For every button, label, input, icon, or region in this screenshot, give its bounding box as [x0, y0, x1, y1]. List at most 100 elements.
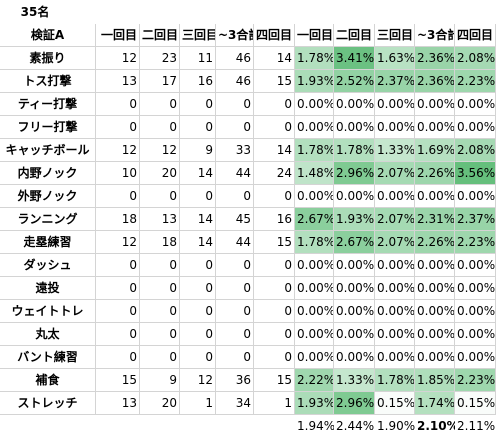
count-cell: 13	[96, 392, 140, 415]
count-cell: 0	[216, 93, 254, 116]
percent-cell: 2.22%	[295, 369, 334, 392]
count-cell: 0	[180, 93, 216, 116]
count-cell: 44	[216, 162, 254, 185]
percent-cell: 2.52%	[334, 70, 375, 93]
count-cell: 12	[140, 139, 180, 162]
count-cell: 0	[96, 300, 140, 323]
percent-cell: 0.00%	[295, 116, 334, 139]
count-cell: 0	[96, 116, 140, 139]
percent-cell: 2.07%	[375, 231, 415, 254]
percent-cell: 2.26%	[415, 231, 455, 254]
count-cell: 0	[216, 346, 254, 369]
count-cell: 9	[140, 369, 180, 392]
count-cell: 0	[140, 323, 180, 346]
percent-cell: 1.78%	[295, 47, 334, 70]
row-label: バント練習	[0, 346, 96, 369]
row-label: ティー打撃	[0, 93, 96, 116]
count-cell: 0	[180, 323, 216, 346]
count-cell: 15	[254, 369, 295, 392]
percent-cell: 0.00%	[295, 323, 334, 346]
count-cell: 0	[96, 277, 140, 300]
count-cell: 9	[180, 139, 216, 162]
count-cell: 0	[140, 185, 180, 208]
percent-cell: 1.33%	[375, 139, 415, 162]
percent-cell: 1.93%	[295, 392, 334, 415]
percent-cell: 0.00%	[415, 185, 455, 208]
count-cell: 20	[140, 162, 180, 185]
percent-cell: 0.00%	[375, 277, 415, 300]
count-cell: 0	[140, 346, 180, 369]
percent-cell: 3.41%	[334, 47, 375, 70]
percent-cell: 0.00%	[375, 185, 415, 208]
percent-cell: 0.00%	[455, 185, 496, 208]
percent-cell: 0.00%	[455, 93, 496, 116]
column-header: 二回目	[140, 24, 180, 47]
count-cell: 15	[96, 369, 140, 392]
column-header: ~3合計	[415, 24, 455, 47]
count-cell: 24	[254, 162, 295, 185]
row-label: 補食	[0, 369, 96, 392]
percent-cell: 0.00%	[295, 185, 334, 208]
percent-cell: 1.33%	[334, 369, 375, 392]
column-header: 一回目	[295, 24, 334, 47]
percent-cell: 0.00%	[295, 300, 334, 323]
percent-cell: 2.07%	[375, 162, 415, 185]
count-cell: 18	[140, 231, 180, 254]
count-cell: 14	[180, 231, 216, 254]
percent-cell: 0.00%	[334, 300, 375, 323]
count-cell: 0	[254, 346, 295, 369]
count-cell: 15	[254, 231, 295, 254]
count-cell: 34	[216, 392, 254, 415]
row-label: 内野ノック	[0, 162, 96, 185]
count-cell: 12	[96, 139, 140, 162]
percent-cell: 0.15%	[375, 392, 415, 415]
percent-cell: 2.23%	[455, 369, 496, 392]
percent-cell: 0.15%	[455, 392, 496, 415]
percent-cell: 1.78%	[375, 369, 415, 392]
count-cell: 0	[254, 93, 295, 116]
percent-cell: 0.00%	[375, 116, 415, 139]
column-header: 二回目	[334, 24, 375, 47]
percent-cell: 0.00%	[334, 93, 375, 116]
average-cell: 2.10%	[417, 419, 455, 433]
row-label: フリー打撃	[0, 116, 96, 139]
percent-cell: 1.78%	[295, 231, 334, 254]
count-cell: 12	[96, 231, 140, 254]
count-cell: 1	[254, 392, 295, 415]
percent-cell: 1.93%	[334, 208, 375, 231]
count-cell: 10	[96, 162, 140, 185]
count-cell: 18	[96, 208, 140, 231]
count-cell: 45	[216, 208, 254, 231]
percent-cell: 0.00%	[375, 300, 415, 323]
percent-cell: 0.00%	[334, 277, 375, 300]
row-label: ストレッチ	[0, 392, 96, 415]
percent-cell: 0.00%	[375, 346, 415, 369]
percent-cell: 0.00%	[455, 323, 496, 346]
count-cell: 16	[254, 208, 295, 231]
row-label: 遠投	[0, 277, 96, 300]
count-cell: 0	[180, 116, 216, 139]
column-header: ~3合計	[216, 24, 254, 47]
percent-cell: 0.00%	[455, 346, 496, 369]
average-cell: 1.90%	[377, 419, 415, 433]
count-cell: 46	[216, 70, 254, 93]
percent-cell: 0.00%	[295, 346, 334, 369]
count-cell: 46	[216, 47, 254, 70]
count-cell: 16	[180, 70, 216, 93]
count-cell: 0	[140, 93, 180, 116]
count-cell: 11	[180, 47, 216, 70]
count-cell: 0	[180, 346, 216, 369]
percent-cell: 0.00%	[455, 300, 496, 323]
count-cell: 23	[140, 47, 180, 70]
percent-cell: 0.00%	[334, 185, 375, 208]
column-header: 四回目	[455, 24, 496, 47]
count-cell: 0	[96, 346, 140, 369]
percent-cell: 0.00%	[375, 93, 415, 116]
row-label: 外野ノック	[0, 185, 96, 208]
percent-cell: 0.00%	[415, 254, 455, 277]
row-label: ウェイトトレ	[0, 300, 96, 323]
percent-cell: 0.00%	[375, 323, 415, 346]
percent-cell: 2.36%	[415, 70, 455, 93]
percent-cell: 2.36%	[415, 47, 455, 70]
